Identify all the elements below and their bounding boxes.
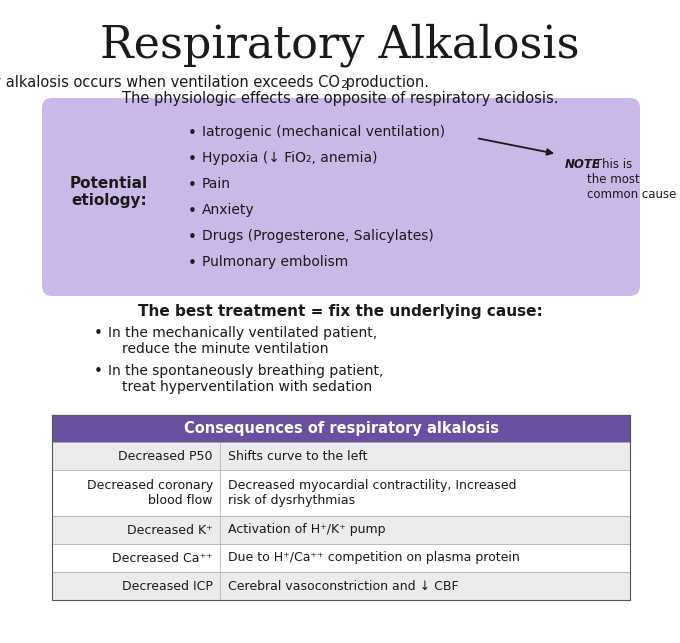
- Text: Consequences of respiratory alkalosis: Consequences of respiratory alkalosis: [184, 421, 498, 436]
- Text: Iatrogenic (mechanical ventilation): Iatrogenic (mechanical ventilation): [202, 125, 445, 139]
- Text: The physiologic effects are opposite of respiratory acidosis.: The physiologic effects are opposite of …: [122, 91, 558, 105]
- Text: Pain: Pain: [202, 177, 231, 191]
- Text: : This is
the most
common cause: : This is the most common cause: [587, 158, 677, 201]
- Text: Drugs (Progesterone, Salicylates): Drugs (Progesterone, Salicylates): [202, 229, 434, 243]
- Text: Decreased K⁺: Decreased K⁺: [127, 523, 213, 536]
- FancyBboxPatch shape: [52, 516, 630, 544]
- Text: •: •: [188, 230, 197, 245]
- FancyBboxPatch shape: [52, 415, 630, 442]
- Text: •: •: [188, 256, 197, 271]
- Text: Due to H⁺/Ca⁺⁺ competition on plasma protein: Due to H⁺/Ca⁺⁺ competition on plasma pro…: [228, 552, 520, 565]
- Text: •: •: [94, 326, 103, 341]
- Text: •: •: [188, 152, 197, 167]
- Text: Decreased Ca⁺⁺: Decreased Ca⁺⁺: [112, 552, 213, 565]
- FancyBboxPatch shape: [52, 470, 630, 516]
- Text: Activation of H⁺/K⁺ pump: Activation of H⁺/K⁺ pump: [228, 523, 386, 536]
- Text: •: •: [188, 126, 197, 141]
- Text: Hypoxia (↓ FiO₂, anemia): Hypoxia (↓ FiO₂, anemia): [202, 151, 377, 165]
- Text: The best treatment = fix the underlying cause:: The best treatment = fix the underlying …: [137, 304, 543, 319]
- Text: In the mechanically ventilated patient,: In the mechanically ventilated patient,: [108, 326, 377, 340]
- Text: Cerebral vasoconstriction and ↓ CBF: Cerebral vasoconstriction and ↓ CBF: [228, 579, 458, 592]
- Text: In the spontaneously breathing patient,: In the spontaneously breathing patient,: [108, 364, 384, 378]
- Text: production.: production.: [341, 75, 429, 89]
- Text: Pulmonary embolism: Pulmonary embolism: [202, 255, 348, 269]
- FancyBboxPatch shape: [52, 572, 630, 600]
- Text: Decreased ICP: Decreased ICP: [122, 579, 213, 592]
- Text: Respiratory alkalosis occurs when ventilation exceeds CO: Respiratory alkalosis occurs when ventil…: [0, 75, 340, 89]
- Text: •: •: [188, 178, 197, 193]
- Text: Potential
etiology:: Potential etiology:: [70, 176, 148, 208]
- Text: reduce the minute ventilation: reduce the minute ventilation: [122, 342, 328, 356]
- FancyBboxPatch shape: [52, 442, 630, 470]
- Text: treat hyperventilation with sedation: treat hyperventilation with sedation: [122, 380, 372, 394]
- Text: Decreased coronary
blood flow: Decreased coronary blood flow: [87, 479, 213, 507]
- Text: Shifts curve to the left: Shifts curve to the left: [228, 449, 367, 462]
- FancyBboxPatch shape: [42, 98, 640, 296]
- Text: Anxiety: Anxiety: [202, 203, 254, 217]
- Text: Respiratory Alkalosis: Respiratory Alkalosis: [100, 23, 580, 67]
- Text: •: •: [94, 364, 103, 379]
- Text: 2: 2: [340, 80, 347, 90]
- FancyBboxPatch shape: [52, 544, 630, 572]
- Text: Decreased P50: Decreased P50: [118, 449, 213, 462]
- Text: NOTE: NOTE: [565, 158, 601, 171]
- Text: •: •: [188, 204, 197, 219]
- Text: Decreased myocardial contractility, Increased
risk of dysrhythmias: Decreased myocardial contractility, Incr…: [228, 479, 517, 507]
